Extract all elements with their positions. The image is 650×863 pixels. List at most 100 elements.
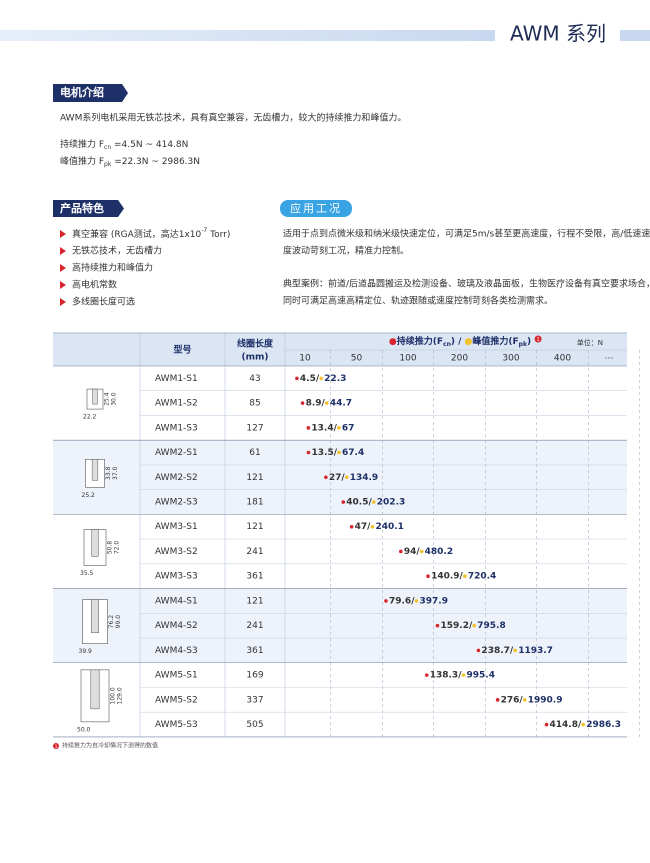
dimension: 25.4 bbox=[104, 392, 111, 406]
peak-dot bbox=[472, 623, 477, 628]
dimension: 72.0 bbox=[114, 541, 121, 555]
model: AWM4-S2 bbox=[155, 621, 198, 631]
section-tab bbox=[53, 84, 128, 102]
dimension: 22.2 bbox=[83, 414, 97, 421]
peak-value: 2986.3 bbox=[586, 720, 621, 730]
force-label: 4.5 / 22.3 bbox=[295, 374, 346, 384]
model: AWM2-S1 bbox=[155, 448, 198, 458]
peak-value: 67 bbox=[342, 423, 355, 433]
coil-length: 241 bbox=[246, 547, 263, 557]
model: AWM4-S1 bbox=[155, 596, 198, 606]
peak-dot bbox=[461, 673, 466, 677]
continuous-dot bbox=[435, 623, 440, 628]
group-bg bbox=[53, 662, 627, 737]
coil-length: 127 bbox=[246, 423, 263, 433]
bullet bbox=[60, 230, 66, 238]
spec-line: 峰值推力 Fpk =22.3N ~ 2986.3N bbox=[60, 155, 200, 169]
header-title: AWM 系列 bbox=[510, 22, 606, 46]
continuous-dot bbox=[544, 722, 549, 727]
value-separator: / bbox=[411, 596, 415, 606]
force-label: 159.2 / 795.8 bbox=[435, 621, 506, 631]
legend-text: 持续推力(F bbox=[397, 335, 443, 347]
continuous-value: 13.5 bbox=[312, 448, 334, 458]
dimension: 37.0 bbox=[112, 466, 119, 480]
continuous-value: 94 bbox=[404, 547, 417, 557]
column-header: 型号 bbox=[173, 344, 191, 356]
legend-text: ) bbox=[451, 337, 455, 347]
note-badge bbox=[53, 743, 59, 749]
peak-dot bbox=[513, 648, 517, 653]
peak-dot bbox=[522, 698, 527, 702]
feature-item-part: Torr) bbox=[207, 230, 230, 240]
value-separator: / bbox=[458, 671, 462, 681]
application-text: 度波动苛刻工况，精准力控制。 bbox=[283, 245, 409, 257]
dimension: 76.2 bbox=[108, 615, 115, 629]
tick-label: 50 bbox=[351, 354, 363, 364]
continuous-dot bbox=[476, 648, 481, 653]
value-separator: / bbox=[367, 522, 371, 532]
continuous-dot bbox=[306, 450, 311, 455]
feature-item: 多线圈长度可选 bbox=[72, 296, 135, 308]
model: AWM5-S1 bbox=[155, 671, 198, 681]
profile-slot bbox=[91, 529, 99, 557]
force-label: 40.5 / 202.3 bbox=[341, 498, 405, 508]
model: AWM5-S2 bbox=[155, 695, 198, 705]
continuous-value: 27 bbox=[329, 473, 342, 483]
feature-item: 高电机常数 bbox=[72, 279, 117, 291]
feature-item-part: 真空兼容 (RGA测试，高达1x10 bbox=[72, 228, 202, 240]
section-tab bbox=[280, 200, 352, 217]
model: AWM3-S2 bbox=[155, 547, 198, 557]
table-header-bg bbox=[53, 333, 627, 366]
feature-item: 无铁芯技术，无齿槽力 bbox=[72, 245, 162, 257]
value-separator: / bbox=[469, 621, 473, 631]
force-label: 47 / 240.1 bbox=[349, 522, 404, 532]
tick-label: … bbox=[605, 352, 614, 362]
value-separator: / bbox=[578, 720, 582, 730]
dimension: 129.0 bbox=[117, 687, 124, 704]
coil-length: 361 bbox=[246, 646, 263, 656]
model: AWM2-S3 bbox=[155, 498, 198, 508]
profile-slot bbox=[91, 459, 99, 481]
coil-length: 505 bbox=[246, 720, 263, 730]
section-heading: 应用工况 bbox=[290, 201, 342, 215]
legend-text: cn bbox=[443, 341, 451, 348]
peak-value: 134.9 bbox=[350, 473, 378, 483]
peak-dot bbox=[325, 401, 329, 405]
force-label: 27 / 134.9 bbox=[324, 473, 378, 483]
peak-value: 22.3 bbox=[324, 374, 346, 384]
force-label: 276 / 1990.9 bbox=[495, 695, 562, 705]
force-label: 13.5 / 67.4 bbox=[306, 448, 364, 458]
group-bg bbox=[53, 514, 627, 589]
value-separator: / bbox=[460, 572, 464, 582]
section-heading: 产品特色 bbox=[60, 201, 104, 215]
force-label: 13.4 / 67 bbox=[306, 423, 355, 433]
continuous-value: 8.9 bbox=[306, 399, 322, 409]
model: AWM4-S3 bbox=[155, 646, 198, 656]
continuous-value: 79.6 bbox=[389, 596, 411, 606]
coil-length: 121 bbox=[246, 596, 263, 606]
value-separator: / bbox=[334, 448, 338, 458]
peak-dot bbox=[319, 376, 323, 381]
force-label: 414.8 / 2986.3 bbox=[544, 720, 621, 730]
peak-value: 240.1 bbox=[375, 522, 403, 532]
peak-dot bbox=[414, 599, 419, 603]
header-stripe bbox=[620, 30, 650, 41]
dimension: 50.0 bbox=[77, 726, 91, 733]
peak-value: 480.2 bbox=[425, 547, 453, 557]
feature-item-part: -7 bbox=[201, 227, 207, 234]
continuous-value: 47 bbox=[355, 522, 368, 532]
dimension: 35.5 bbox=[80, 570, 94, 577]
profile-slot bbox=[92, 388, 98, 405]
value-separator: / bbox=[316, 374, 320, 384]
continuous-dot bbox=[341, 500, 346, 504]
dimension: 39.9 bbox=[79, 648, 93, 655]
dimension: 30.0 bbox=[111, 392, 118, 406]
continuous-value: 138.3 bbox=[430, 671, 458, 681]
coil-length: 43 bbox=[249, 374, 260, 384]
coil-length: 61 bbox=[249, 448, 260, 458]
model: AWM1-S1 bbox=[155, 374, 198, 384]
intro-text: AWM系列电机采用无铁芯技术，具有真空兼容，无齿槽力，较大的持续推力和峰值力。 bbox=[60, 112, 406, 124]
section-tab bbox=[53, 200, 124, 217]
continuous-dot bbox=[349, 524, 354, 529]
force-label: 238.7 / 1193.7 bbox=[476, 646, 553, 656]
